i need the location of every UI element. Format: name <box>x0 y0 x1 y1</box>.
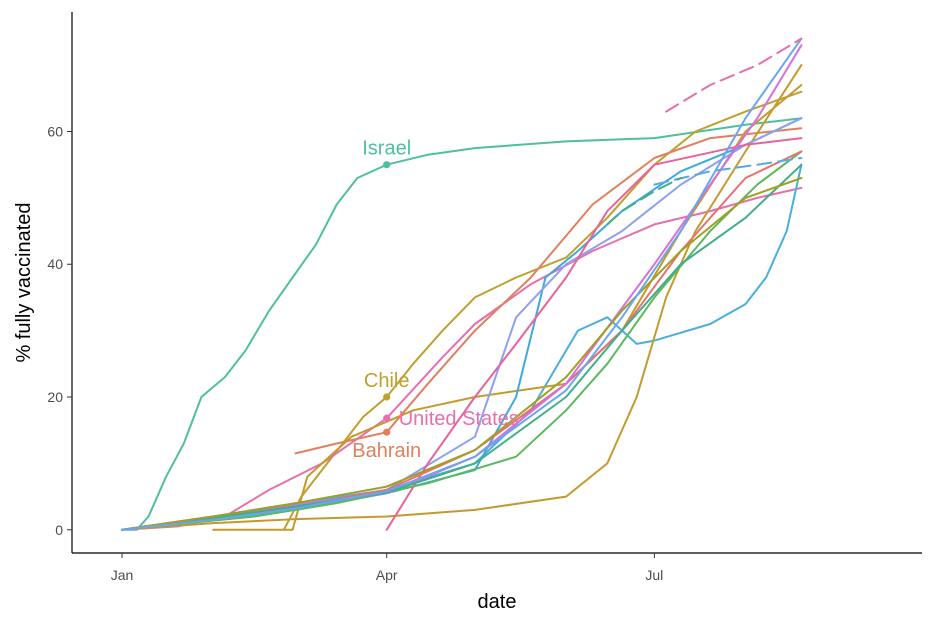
series-line-10 <box>121 150 803 531</box>
annotation-point <box>383 393 391 401</box>
annotation-layer: Israel Chile United States Bahrain <box>352 138 519 463</box>
series-line-16 <box>665 37 803 113</box>
x-axis-title: date <box>478 591 517 613</box>
x-tick-label: Apr <box>376 567 398 583</box>
series-line-9 <box>385 137 803 531</box>
x-axis-ticks: Jan Apr Jul <box>111 553 663 583</box>
y-axis-title: % fully vaccinated <box>13 202 35 362</box>
series-layer <box>121 37 803 531</box>
annotation-point <box>383 161 391 169</box>
annotation-label: Israel <box>362 138 411 160</box>
series-line-united-states <box>121 186 803 531</box>
annotation-point <box>383 414 391 422</box>
series-line-15 <box>121 37 803 531</box>
annotation-label: Bahrain <box>352 440 421 462</box>
y-axis-ticks: 0 20 40 60 <box>47 123 72 538</box>
annotation-label: Chile <box>364 370 410 392</box>
y-tick-label: 0 <box>55 522 63 538</box>
x-tick-label: Jan <box>111 567 134 583</box>
series-line-5 <box>121 64 803 531</box>
x-tick-label: Jul <box>645 567 663 583</box>
series-line-18 <box>606 177 682 226</box>
series-line-17 <box>653 157 803 186</box>
y-tick-label: 20 <box>47 389 63 405</box>
y-tick-label: 40 <box>47 256 63 272</box>
annotation-point <box>383 428 391 436</box>
series-line-14 <box>121 177 803 531</box>
series-line-4 <box>121 163 803 531</box>
series-line-israel <box>121 117 803 531</box>
series-line-bahrain <box>294 127 803 455</box>
annotation-label: United States <box>399 408 519 430</box>
y-tick-label: 60 <box>47 123 63 139</box>
series-line-13 <box>121 163 803 531</box>
